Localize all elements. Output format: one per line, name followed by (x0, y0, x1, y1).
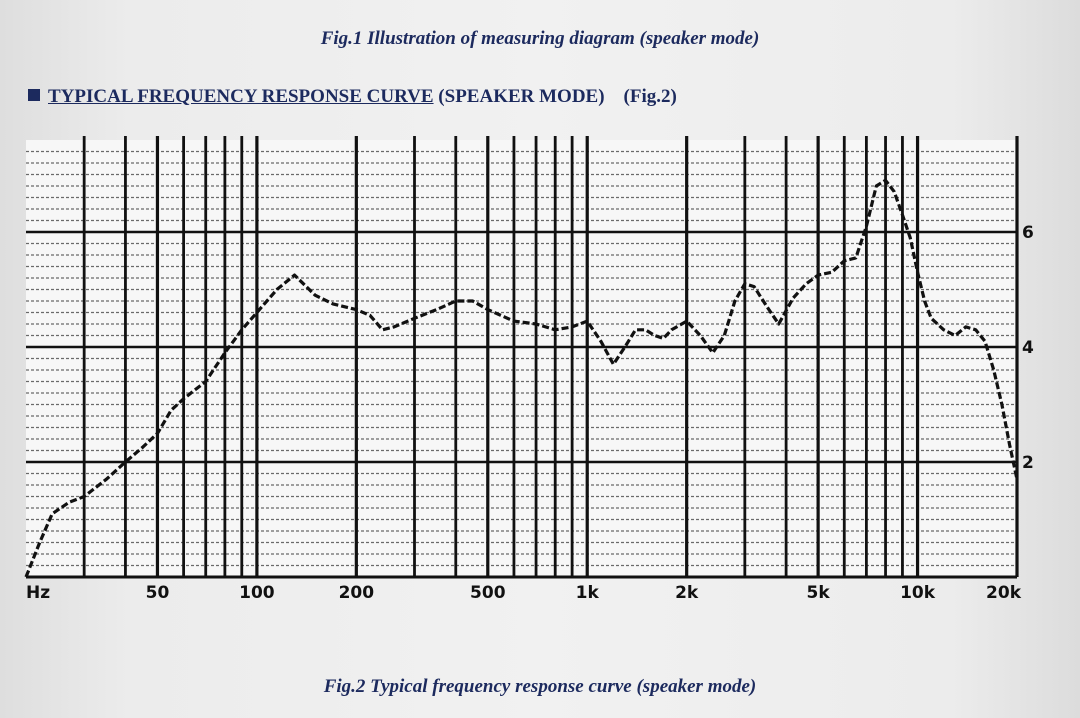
x-tick-label: 50 (146, 583, 170, 603)
x-tick-label: 500 (470, 583, 506, 603)
y-tick-label: 6 (1022, 223, 1034, 243)
x-tick-label: 10k (900, 583, 936, 603)
heading-mode: (SPEAKER MODE) (438, 86, 605, 107)
square-bullet-icon (28, 89, 40, 101)
y-tick-label: 4 (1022, 338, 1034, 358)
x-tick-label: 20k (986, 583, 1022, 603)
major-horizontal-gridlines (26, 230, 1017, 579)
chart-heading: TYPICAL FREQUENCY RESPONSE CURVE (SPEAKE… (28, 86, 677, 108)
series-line (24, 178, 1019, 578)
x-tick-label: 2k (675, 583, 699, 603)
x-tick-label: Hz (26, 583, 50, 603)
x-tick-label: 1k (576, 583, 600, 603)
minor-gridlines (26, 150, 1017, 567)
figure-2-caption: Fig.2 Typical frequency response curve (… (323, 676, 757, 697)
figure-1-caption: Fig.1 Illustration of measuring diagram … (320, 28, 760, 49)
x-tick-label: 100 (239, 583, 275, 603)
heading-fig-ref: (Fig.2) (623, 86, 677, 107)
x-axis-tick-labels: Hz 50 100 200 500 1k 2k 5k 10k 20k (26, 583, 1022, 603)
x-tick-label: 5k (807, 583, 831, 603)
heading-title: TYPICAL FREQUENCY RESPONSE CURVE (48, 86, 434, 107)
y-tick-label: 2 (1022, 453, 1034, 473)
x-tick-label: 200 (339, 583, 375, 603)
frequency-gridlines (82, 136, 1019, 577)
y-axis-tick-labels: 2 4 6 (1022, 223, 1034, 473)
